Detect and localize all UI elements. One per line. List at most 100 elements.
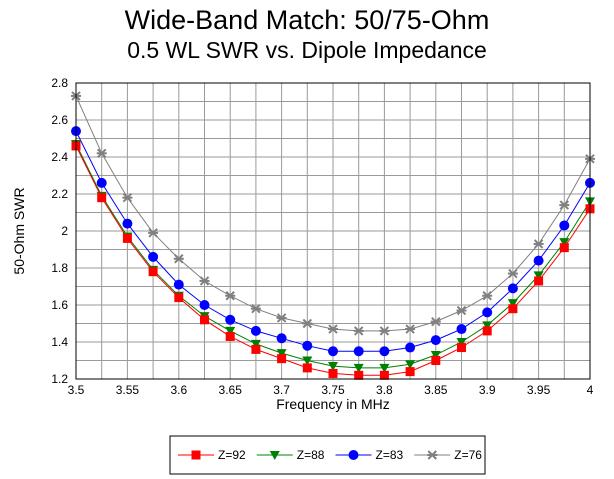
data-point-z-76 <box>276 313 287 323</box>
legend-item-z-76: Z=76 <box>414 448 482 462</box>
legend-marker <box>348 450 359 460</box>
data-point-z-92 <box>277 354 287 364</box>
x-tick-labels: 3.5 3.55 3.6 3.65 3.7 3.75 3.8 3.85 3.9 3.95 4 <box>68 383 594 397</box>
data-point-z-76 <box>250 303 261 314</box>
legend-marker <box>269 451 280 460</box>
x-tick-label: 3.6 <box>170 383 187 397</box>
y-tick-labels: 1.2 1.4 1.6 1.8 2 2.2 2.4 2.6 2.8 <box>51 76 68 386</box>
legend-label: Z=88 <box>297 448 325 462</box>
data-point-z-83 <box>482 307 493 318</box>
data-point-z-92 <box>379 370 389 380</box>
legend-marker <box>427 450 438 460</box>
data-point-z-88 <box>328 362 338 372</box>
data-point-z-88 <box>559 238 570 248</box>
x-tick-label: 3.55 <box>116 383 140 397</box>
data-point-z-83 <box>148 251 159 262</box>
x-tick-label: 3.95 <box>527 383 551 397</box>
legend-label: Z=92 <box>218 448 246 462</box>
data-point-z-83 <box>302 340 313 351</box>
data-point-z-76 <box>405 324 416 334</box>
data-point-z-83 <box>96 177 107 188</box>
data-point-z-83 <box>405 342 416 353</box>
y-tick-label: 1.6 <box>51 298 68 312</box>
data-point-z-83 <box>199 300 210 310</box>
data-point-z-88 <box>225 326 236 336</box>
data-point-z-88 <box>353 363 364 373</box>
data-point-z-92 <box>354 370 364 380</box>
data-point-z-92 <box>251 344 261 354</box>
data-point-z-76 <box>148 228 159 238</box>
data-point-z-88 <box>302 356 313 366</box>
data-point-z-76 <box>199 276 210 286</box>
x-tick-label: 3.65 <box>219 383 243 397</box>
data-point-z-76 <box>456 305 467 316</box>
data-point-z-83 <box>533 255 544 266</box>
y-tick-label: 2.8 <box>51 76 68 90</box>
data-point-z-92 <box>457 343 466 353</box>
data-point-z-92 <box>405 367 415 377</box>
data-point-z-92 <box>200 315 209 325</box>
series-z-76 <box>71 91 595 336</box>
x-tick-label: 4 <box>587 383 594 397</box>
data-point-z-76 <box>122 192 133 203</box>
data-point-z-88 <box>430 350 441 360</box>
legend: Z=92 Z=88 Z=83 Z=76 <box>169 435 486 475</box>
x-tick-label: 3.7 <box>273 383 290 397</box>
data-point-z-92 <box>174 293 184 303</box>
data-point-z-76 <box>96 148 107 159</box>
grid <box>75 82 591 380</box>
x-tick-label: 3.5 <box>68 383 85 397</box>
data-point-z-76 <box>533 239 544 249</box>
data-point-z-76 <box>379 326 390 336</box>
data-point-z-88 <box>276 349 287 359</box>
data-point-z-83 <box>559 220 570 231</box>
y-tick-label: 1.4 <box>51 335 68 349</box>
data-point-z-92 <box>508 304 518 314</box>
chart-title: Wide-Band Match: 50/75-Ohm <box>124 5 490 35</box>
y-tick-label: 1.2 <box>51 372 68 386</box>
y-tick-label: 2.2 <box>51 187 68 201</box>
plot-frame <box>75 82 591 380</box>
data-point-z-92 <box>328 368 338 378</box>
y-axis-label: 50-Ohm SWR <box>11 187 27 274</box>
series-layer <box>71 91 595 380</box>
data-point-z-83 <box>430 335 441 346</box>
data-point-z-83 <box>328 346 338 357</box>
data-point-z-88 <box>482 321 493 331</box>
legend-item-z-88: Z=88 <box>256 448 325 462</box>
data-point-z-92 <box>97 193 107 203</box>
data-point-z-88 <box>379 363 390 373</box>
data-point-z-76 <box>173 254 184 264</box>
legend-label: Z=83 <box>376 448 404 462</box>
data-point-z-83 <box>173 279 184 290</box>
data-point-z-76 <box>225 291 236 301</box>
data-point-z-92 <box>534 276 544 286</box>
data-point-z-83 <box>250 325 261 336</box>
data-point-z-76 <box>302 318 313 329</box>
data-point-z-76 <box>559 200 570 210</box>
data-point-z-92 <box>148 267 158 277</box>
data-point-z-83 <box>507 283 518 294</box>
y-tick-label: 2.4 <box>51 150 68 164</box>
series-z-92 <box>71 141 595 380</box>
data-point-z-92 <box>122 233 132 243</box>
x-tick-label: 3.75 <box>321 383 345 397</box>
data-point-z-83 <box>225 314 236 325</box>
data-point-z-83 <box>276 333 287 344</box>
data-point-z-83 <box>353 346 364 357</box>
data-point-z-92 <box>302 363 312 373</box>
y-tick-label: 2.6 <box>51 113 68 127</box>
data-point-z-88 <box>250 339 261 349</box>
data-point-z-92 <box>559 243 569 253</box>
data-point-z-88 <box>456 338 467 347</box>
legend-item-z-83: Z=83 <box>335 448 404 462</box>
data-point-z-88 <box>405 360 416 370</box>
y-tick-label: 2 <box>61 224 68 238</box>
data-point-z-88 <box>533 271 544 281</box>
data-point-z-92 <box>482 326 492 336</box>
legend-label: Z=76 <box>454 448 482 462</box>
data-point-z-76 <box>507 268 518 279</box>
data-point-z-88 <box>507 299 518 309</box>
chart-subtitle: 0.5 WL SWR vs. Dipole Impedance <box>127 37 487 63</box>
x-tick-label: 3.9 <box>479 383 496 397</box>
